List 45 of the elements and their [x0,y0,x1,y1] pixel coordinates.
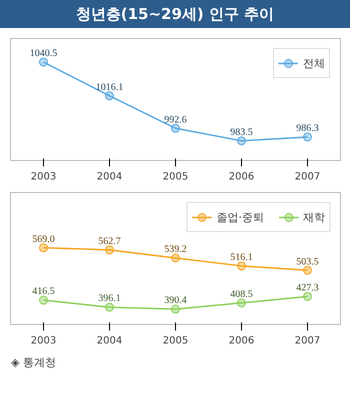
x-tick-label: 2007 [294,336,320,346]
data-label: 569.0 [32,234,55,245]
x-tick-label: 2003 [30,172,56,182]
data-label: 416.5 [32,286,55,298]
data-label: 983.5 [230,126,253,138]
chart-title: 청년층(15~29세) 인구 추이 [76,4,274,25]
point [105,245,114,254]
point [39,296,48,305]
x-tick-label: 2007 [294,172,320,182]
data-label: 1040.5 [30,48,58,60]
legend-label: 재학 [303,210,325,224]
text: ◈ 통계청 [11,355,56,371]
x-tick-label: 2006 [228,336,254,346]
data-label: 562.7 [98,236,121,247]
data-label: 427.3 [296,282,319,294]
x-tick-label: 2004 [96,336,122,346]
legend-label: 졸업·중퇴 [216,210,264,224]
point [171,304,180,314]
data-label: 396.1 [98,293,121,304]
x-tick-label: 2003 [30,336,56,346]
data-label: 408.5 [230,288,253,300]
point [171,254,180,262]
data-label: 539.2 [164,244,187,255]
x-tick-label: 2004 [96,172,122,182]
point [237,298,246,308]
x-tick-label: 2005 [162,336,188,346]
point [105,302,114,312]
data-label: 390.4 [164,295,187,306]
x-tick-label: 2005 [162,172,188,182]
point [171,124,180,133]
point [303,132,312,142]
data-label: 516.1 [230,252,253,263]
point [39,243,48,252]
data-label: 986.3 [296,122,319,134]
point [303,266,312,275]
data-label: 503.5 [296,256,319,268]
data-label: 992.6 [164,114,187,126]
point [303,292,312,301]
data-label: 1016.1 [96,82,124,93]
point [105,91,114,100]
point [39,58,48,67]
point [237,136,246,146]
legend-label: 전체 [303,56,325,70]
x-tick-label: 2006 [228,172,254,182]
point [237,261,246,270]
